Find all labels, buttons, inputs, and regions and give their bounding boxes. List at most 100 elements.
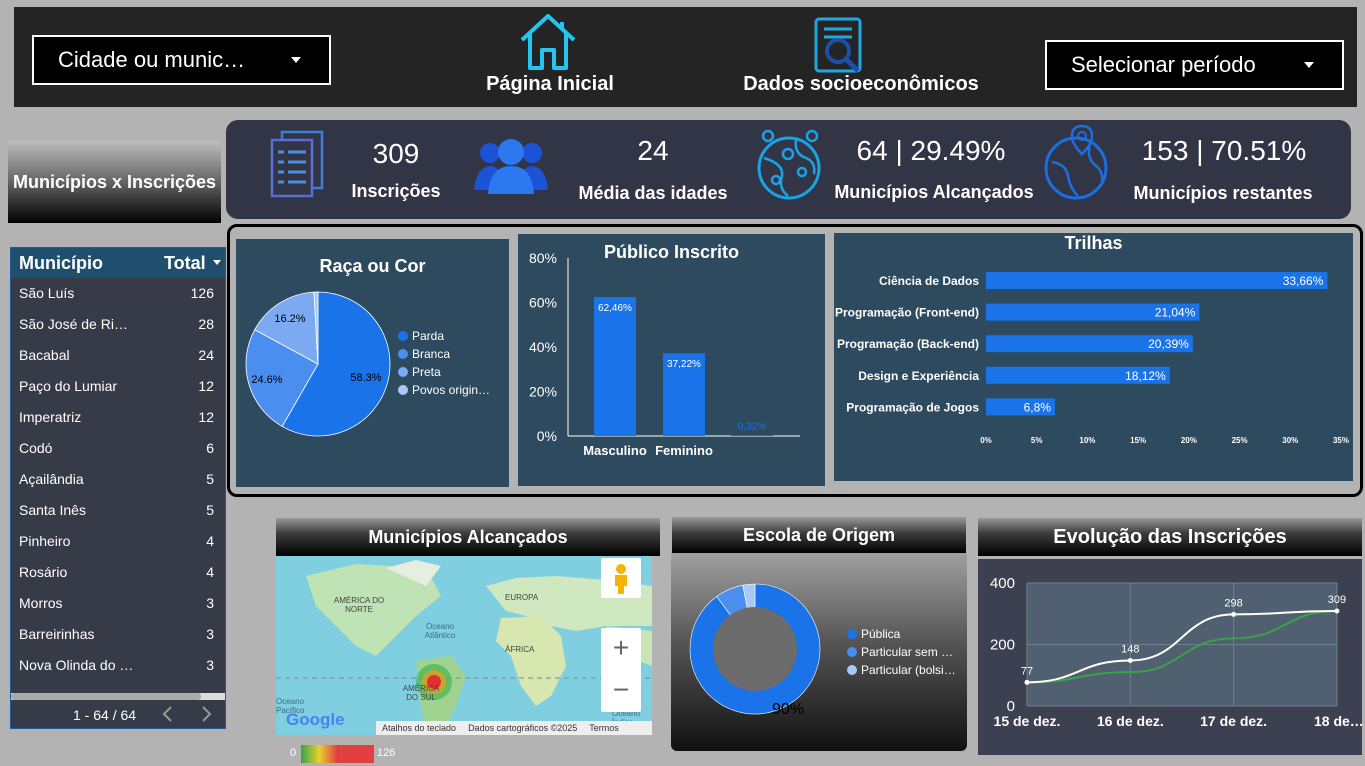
users-icon: [474, 139, 548, 194]
bar: [986, 303, 1200, 321]
kpi-inscricoes-value: 309: [372, 138, 420, 169]
row-municipio: Morros: [19, 595, 63, 611]
map-footer: Atalhos do teclado Dados cartográficos ©…: [376, 721, 652, 735]
data-point: [1127, 657, 1133, 663]
evolucao-panel: 0 200 400 15 de dez. 16 de dez. 17 de dez. 18 …: [978, 559, 1362, 755]
zoom-out-button[interactable]: −: [612, 674, 630, 705]
chevron-right-icon[interactable]: [200, 705, 214, 723]
sort-desc-icon[interactable]: [213, 260, 221, 265]
table-row[interactable]: Imperatriz 12: [19, 409, 214, 425]
evolucao-title: Evolução das Inscrições: [978, 518, 1362, 556]
x-tick-label: 35%: [1333, 436, 1349, 445]
row-municipio: Imperatriz: [19, 409, 82, 425]
data-point: [1024, 679, 1030, 685]
row-municipio: Nova Olinda do …: [19, 657, 134, 673]
home-icon[interactable]: [516, 10, 580, 72]
bar-data-label: 20,39%: [1148, 337, 1189, 351]
trilhas-bar-chart[interactable]: 0% 5% 10% 15% 20% 25% 30% 35% 33,66% Ciência de D…: [834, 233, 1353, 481]
x-tick-label: 15 de dez.: [994, 713, 1061, 729]
table-row[interactable]: Paço do Lumiar 12: [19, 378, 214, 394]
table-row[interactable]: Açailândia 5: [19, 471, 214, 487]
pie-slice: [281, 291, 391, 437]
legend-label: Povos origin…: [412, 383, 490, 397]
world-map: [276, 560, 652, 735]
y-tick-label: 0%: [537, 428, 557, 444]
row-municipio: Santa Inês: [19, 502, 86, 518]
line-data-label: 298: [1224, 597, 1242, 609]
table-header: Município Total: [11, 248, 225, 278]
street-view-button[interactable]: [601, 558, 641, 598]
map-data-attribution: Dados cartográficos ©2025: [468, 723, 578, 733]
bar: [594, 297, 636, 436]
legend-swatch: [847, 647, 857, 657]
keyboard-shortcuts-link[interactable]: Atalhos do teclado: [382, 723, 457, 733]
table-row[interactable]: Bacabal 24: [19, 347, 214, 363]
city-select-value: Cidade ou munic…: [58, 47, 246, 72]
terms-link[interactable]: Termos: [589, 723, 619, 733]
period-select-value: Selecionar período: [1071, 52, 1256, 77]
bar-data-label: 18,12%: [1125, 369, 1166, 383]
row-municipio: Açailândia: [19, 471, 84, 487]
x-tick-label: 10%: [1079, 436, 1095, 445]
period-select[interactable]: Selecionar período: [1045, 40, 1344, 90]
table-row[interactable]: São José de Ri… 28: [19, 316, 214, 332]
table-row[interactable]: Morros 3: [19, 595, 214, 611]
table-row[interactable]: Rosário 4: [19, 564, 214, 580]
kpi-idade-label: Média das idades: [578, 183, 728, 203]
horizontal-scrollbar[interactable]: [11, 693, 225, 700]
table-row[interactable]: Pinheiro 4: [19, 533, 214, 549]
escola-panel: Pública Particular sem … Particular (bolsi…: [671, 553, 967, 751]
row-municipio: Paço do Lumiar: [19, 378, 118, 394]
column-header-municipio[interactable]: Município: [19, 253, 103, 273]
line-data-label: 148: [1121, 643, 1139, 655]
table-row[interactable]: São Luís 126: [19, 285, 214, 301]
raca-cor-pie-chart[interactable]: Parda Branca Preta Povos origin… 58.3% 24.6% 1…: [236, 239, 509, 487]
legend-label: Pública: [861, 627, 901, 641]
home-link[interactable]: Página Inicial: [486, 73, 614, 95]
kpi-section-title: Municípios x Inscrições: [8, 141, 221, 223]
table-row[interactable]: Barreirinhas 3: [19, 626, 214, 642]
y-tick-label: 0: [1007, 698, 1015, 715]
column-header-total[interactable]: Total: [164, 253, 206, 273]
socioeconomic-link[interactable]: Dados socioeconômicos: [743, 73, 979, 95]
kpi-restantes-label: Municípios restantes: [1133, 183, 1313, 203]
pie-data-label: 58.3%: [350, 372, 381, 384]
kpi-inscricoes-label: Inscrições: [351, 181, 441, 201]
row-total: 5: [206, 502, 214, 518]
map-label: AMÉRICA DO NORTE: [333, 596, 385, 614]
y-tick-label: 40%: [529, 339, 557, 355]
x-tick-label: 0%: [980, 436, 992, 445]
legend-swatch: [398, 367, 408, 377]
map-view[interactable]: AMÉRICA DO NORTE EUROPA Oceano Atlântico…: [276, 556, 652, 735]
bar: [986, 398, 1055, 416]
bar: [986, 272, 1328, 289]
top-header: Cidade ou munic… Página Inicial Dados so…: [14, 7, 1357, 107]
evolucao-line-chart[interactable]: 0 200 400 15 de dez. 16 de dez. 17 de dez. 18 …: [978, 559, 1362, 755]
escola-donut-chart[interactable]: Pública Particular sem … Particular (bolsi…: [671, 553, 967, 751]
city-select[interactable]: Cidade ou munic…: [32, 35, 331, 85]
table-row[interactable]: Nova Olinda do … 3: [19, 657, 214, 673]
row-total: 5: [206, 471, 214, 487]
row-municipio: São Luís: [19, 285, 75, 301]
zoom-in-button[interactable]: +: [612, 632, 630, 663]
y-tick-label: 60%: [529, 295, 557, 311]
pie-slice: [254, 291, 319, 365]
table-row[interactable]: Santa Inês 5: [19, 502, 214, 518]
scrollbar-thumb[interactable]: [11, 693, 201, 700]
publico-title: Público Inscrito: [603, 242, 740, 262]
raca-cor-title: Raça ou Cor: [319, 256, 426, 276]
raca-cor-panel: Raça ou Cor Parda Branca Preta Povos origin…: [236, 239, 509, 487]
legend-swatch: [398, 385, 408, 395]
y-tick-label: Design e Experiência: [858, 369, 979, 383]
pegman-icon: [615, 564, 627, 594]
publico-bar-chart[interactable]: 0% 20% 40% 60% 80% 62,46% Masculino 37,22% Femin…: [518, 234, 825, 486]
bar: [663, 353, 705, 436]
table-row[interactable]: Codó 6: [19, 440, 214, 456]
bar-data-label: 62,46%: [598, 303, 632, 314]
chevron-down-icon: [291, 57, 301, 63]
map-label: Oceano Atlântico: [424, 622, 456, 640]
document-search-icon[interactable]: [808, 13, 870, 75]
chevron-left-icon[interactable]: [160, 705, 174, 723]
x-tick-label: 25%: [1232, 436, 1248, 445]
row-total: 3: [206, 657, 214, 673]
